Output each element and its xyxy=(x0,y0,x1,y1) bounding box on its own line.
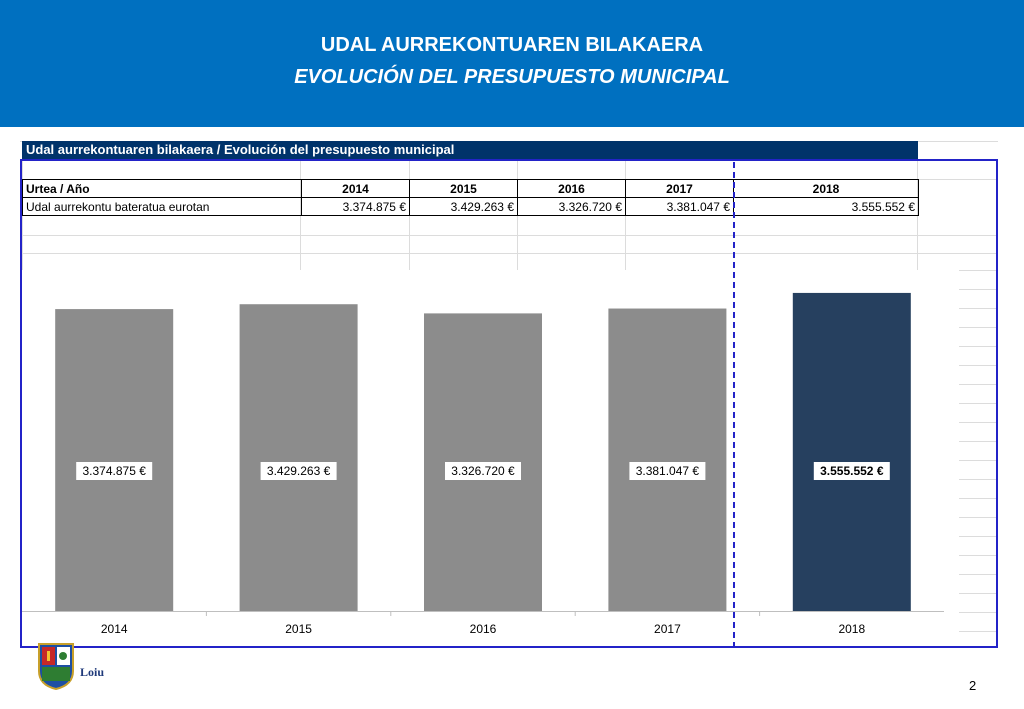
page-number: 2 xyxy=(969,678,977,693)
data-label: 3.429.263 € xyxy=(267,464,331,478)
value-cell: 3.374.875 € xyxy=(301,197,410,216)
bar xyxy=(792,292,911,611)
x-tick-label: 2015 xyxy=(285,622,312,636)
data-label-box xyxy=(813,462,890,480)
data-label: 3.381.047 € xyxy=(636,464,700,478)
row-label: Udal aurrekontu bateratua eurotan xyxy=(22,197,302,216)
budget-table: Urtea / Año 2014 2015 2016 2017 2018 Uda… xyxy=(22,179,919,216)
data-label-box xyxy=(629,462,706,480)
x-tick-label: 2018 xyxy=(838,622,865,636)
data-label: 3.326.720 € xyxy=(451,464,515,478)
data-label-box xyxy=(445,462,521,480)
x-tick-label: 2017 xyxy=(654,622,681,636)
coat-of-arms-logo xyxy=(36,641,76,691)
selection-frame xyxy=(20,159,998,648)
x-tick-label: 2016 xyxy=(470,622,497,636)
x-tick-label: 2014 xyxy=(101,622,128,636)
value-cell: 3.429.263 € xyxy=(409,197,518,216)
sheet-grid-right xyxy=(959,270,996,646)
data-label: 3.374.875 € xyxy=(82,464,146,478)
data-label-box xyxy=(76,462,153,480)
data-label: 3.555.552 € xyxy=(820,464,884,478)
value-cell: 3.555.552 € xyxy=(733,197,919,216)
bar xyxy=(55,309,174,611)
bar xyxy=(239,304,358,611)
table-caption: Udal aurrekontuaren bilakaera / Evolució… xyxy=(22,141,918,161)
bar xyxy=(608,308,727,611)
logo-text: Loiu xyxy=(80,665,105,679)
table-row: Udal aurrekontu bateratua eurotan 3.374.… xyxy=(22,197,919,216)
chart-area: 2014 3.374.875 € 2015 3.429.263 € 2016 3.326.… xyxy=(22,270,960,646)
bar-chart: 2014 3.374.875 € 2015 3.429.263 € 2016 3.326.… xyxy=(22,292,944,636)
page-subtitle: EVOLUCIÓN DEL PRESUPUESTO MUNICIPAL xyxy=(294,66,730,88)
page-title: UDAL AURREKONTUAREN BILAKAERA xyxy=(320,34,704,56)
header-banner: UDAL AURREKONTUAREN BILAKAERA EVOLUCIÓN … xyxy=(0,0,1024,127)
data-label-box xyxy=(260,462,337,480)
value-cell: 3.326.720 € xyxy=(517,197,626,216)
page-break-line xyxy=(733,162,735,648)
